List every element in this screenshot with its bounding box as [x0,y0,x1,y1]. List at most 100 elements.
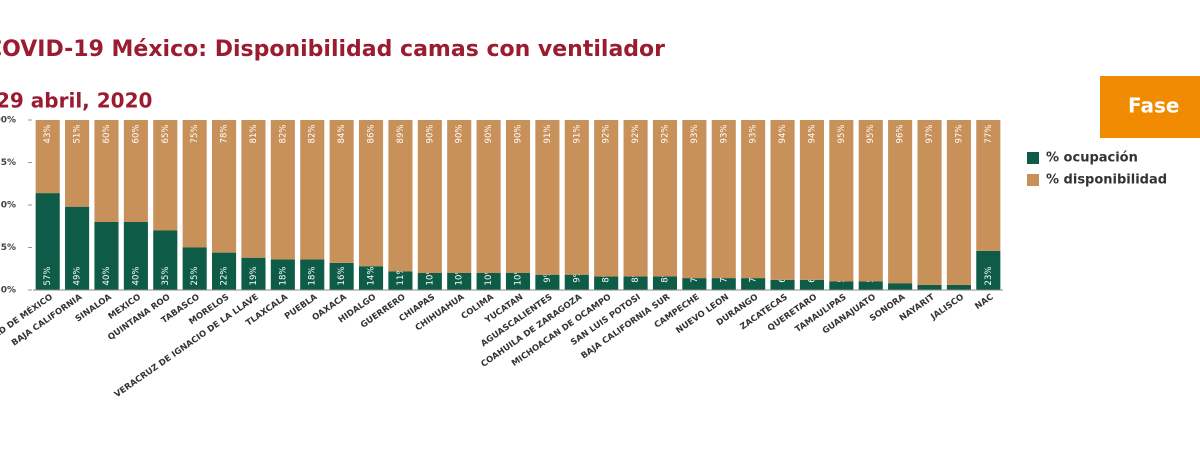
value-label: 82% [278,125,288,144]
bar-segment [976,120,1001,251]
value-label: 92% [660,125,670,144]
y-tick-label: 75% [0,158,16,168]
value-label: 10% [455,267,465,286]
value-label: 93% [719,125,729,144]
bar-segment [535,274,560,290]
value-label: 43% [43,125,53,144]
value-label: 57% [43,267,53,286]
value-label: 19% [249,267,259,286]
value-label: 65% [161,125,171,144]
bar-segment [388,120,413,272]
value-label: 18% [308,267,318,286]
bar-segment [300,120,325,260]
value-label: 95% [866,125,876,144]
bar-segment [682,120,707,279]
bar-segment [623,120,648,277]
value-label: 89% [396,125,406,144]
value-label: 25% [190,267,200,286]
value-label: 93% [690,125,700,144]
bar-segment [917,120,942,285]
legend-swatch [1027,174,1039,186]
phase-box [1100,76,1200,138]
bar-segment [711,120,736,279]
bar-segment [741,278,766,290]
phase-label: Fase [1128,94,1179,118]
value-label: 95% [837,125,847,144]
bar-segment [594,120,619,277]
bar-segment [476,120,501,273]
value-label: 77% [984,125,994,144]
bar-segment [946,284,971,290]
bar-segment [623,276,648,290]
bar-segment [829,120,854,282]
value-label: 14% [367,267,377,286]
bar-segment [594,276,619,290]
value-label: 9% [543,269,553,283]
bar-segment [212,252,237,290]
bar-segment [417,120,442,273]
value-label: 49% [73,267,83,286]
bar-segment [505,273,531,290]
bar-segment [94,120,119,222]
bar-segment [888,120,913,284]
bar-segment [94,222,119,290]
bar-segment [770,279,795,290]
bar-segment [741,120,766,279]
value-label: 94% [807,125,817,144]
value-label: 84% [337,125,347,144]
bar-segment [505,120,531,273]
x-tick-label: NAC [973,292,995,312]
bar-segment [358,120,384,267]
bar-segment [241,120,266,258]
value-label: 60% [131,125,141,144]
value-label: 22% [220,267,230,286]
bar-segment [182,247,207,290]
bar-segment [270,120,295,260]
value-label: 75% [190,125,200,144]
value-label: 96% [896,125,906,144]
y-tick-label: 100% [0,116,16,126]
value-label: 90% [455,125,465,144]
bar-segment [476,273,501,290]
bar-segment [329,120,354,263]
value-label: 40% [102,267,112,286]
bar-segment [946,120,971,285]
bar-segment [65,206,90,290]
bar-segment [799,279,824,290]
value-label: 97% [954,125,964,144]
y-tick-label: 50% [0,201,16,211]
bar-segment [35,193,60,290]
value-label: 93% [749,125,759,144]
bar-segment [976,250,1001,290]
bar-segment [447,120,472,273]
y-tick-label: 0% [1,286,16,296]
bar-segment [799,120,824,280]
bar-segment [35,120,60,194]
bar-segment [358,266,384,290]
legend-label: % ocupación [1046,151,1138,166]
bar-segment [123,222,148,290]
bar-segment [123,120,148,222]
bar-segment [711,278,736,290]
value-label: 92% [631,125,641,144]
bar-segment [652,276,678,290]
bar-segment [829,281,854,290]
bar-segment [858,120,883,282]
value-label: 90% [484,125,494,144]
bar-segment [212,120,237,253]
bar-segment [241,257,266,290]
value-label: 94% [778,125,788,144]
bar-segment [564,120,589,275]
value-label: 92% [602,125,612,144]
value-label: 16% [337,267,347,286]
value-label: 91% [543,125,553,144]
value-label: 23% [984,267,994,286]
value-label: 90% [425,125,435,144]
bar-segment [65,120,90,207]
value-label: 18% [278,267,288,286]
legend-swatch [1027,152,1039,164]
bar-segment [564,274,589,290]
value-label: 11% [396,267,406,286]
legend-label: % disponibilidad [1046,173,1167,188]
